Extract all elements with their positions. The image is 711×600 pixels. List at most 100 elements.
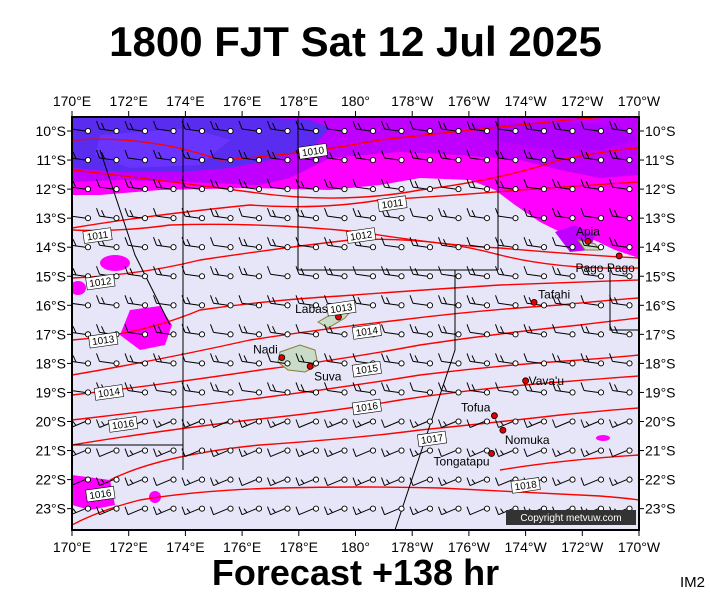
isobar-label-box	[351, 360, 382, 378]
wind-barb	[210, 476, 234, 487]
wind-barb	[381, 353, 405, 367]
lat-tick-label-right: 15°S	[645, 268, 676, 284]
wind-barb	[381, 418, 405, 428]
wind-barb	[381, 447, 405, 458]
wind-barb	[238, 505, 263, 516]
wind-barb	[438, 149, 462, 164]
wind-barb	[324, 382, 348, 396]
wind-barb	[124, 505, 149, 516]
wind-barb	[580, 447, 605, 458]
lat-tick-label-left: 14°S	[35, 239, 66, 255]
lat-tick-label-right: 10°S	[645, 123, 676, 139]
wind-barb	[153, 324, 177, 338]
wind-barb	[324, 178, 348, 193]
place-label: Tongatapu	[434, 454, 490, 468]
wind-barb	[495, 149, 519, 164]
wind-barb	[409, 353, 434, 367]
wind-barb	[523, 447, 548, 458]
place-markers: Apia Pago Pago Tafahi Labasa Nadi Suva Vava'u T…	[253, 224, 635, 468]
wind-barb	[267, 418, 291, 428]
wind-barb	[438, 505, 462, 516]
isobar-label: 1012	[89, 276, 113, 290]
wind-barb	[438, 266, 462, 280]
wind-barb	[153, 505, 177, 516]
wind-barb	[381, 295, 405, 309]
map-title: 1800 FJT Sat 12 Jul 2025	[109, 18, 602, 65]
lat-tick-label-right: 20°S	[645, 414, 676, 430]
rain-band-east	[470, 122, 639, 150]
wind-barb	[124, 447, 149, 458]
wind-barb	[324, 324, 348, 338]
image-tag: IM2	[679, 574, 705, 591]
wind-barb	[580, 418, 605, 428]
lat-tick-label-right: 12°S	[645, 181, 676, 197]
place-label: Pago Pago	[575, 261, 635, 275]
lon-tick-label-bottom: 170°E	[53, 539, 91, 555]
isobar-label-box	[107, 416, 139, 433]
wind-barb	[96, 207, 120, 222]
wind-barb	[495, 120, 519, 135]
wind-barb	[210, 178, 234, 193]
wind-barb	[466, 505, 491, 516]
wind-barb	[267, 266, 291, 280]
wind-barb	[267, 207, 291, 222]
isobar-label: 1016	[111, 418, 135, 432]
wind-barb	[295, 353, 320, 367]
lon-tick-label-bottom: 180°	[341, 539, 370, 555]
wind-barb	[181, 266, 206, 280]
place-label: Suva	[314, 369, 342, 383]
wind-barb	[466, 476, 491, 487]
wind-barb	[466, 418, 491, 428]
wind-barb	[96, 295, 120, 309]
wind-barb	[96, 149, 120, 164]
wind-barb	[210, 149, 234, 164]
wind-barb	[552, 447, 576, 458]
wind-barb	[181, 418, 206, 428]
wind-barb	[552, 295, 576, 309]
place-label: Tafahi	[538, 287, 570, 301]
wind-barb	[181, 207, 206, 222]
lon-tick-label-bottom: 174°E	[166, 539, 204, 555]
wind-barb	[495, 178, 519, 193]
wind-barb	[124, 382, 149, 396]
wind-barb	[324, 353, 348, 367]
wind-barb	[181, 295, 206, 309]
wind-barb	[409, 382, 434, 396]
wind-barb	[124, 178, 149, 193]
wind-barb	[153, 207, 177, 222]
wind-barb	[495, 207, 519, 222]
lon-tick-label-top: 174°W	[505, 93, 548, 109]
lon-tick-label-bottom: 178°W	[391, 539, 434, 555]
lat-tick-label-left: 12°S	[35, 181, 66, 197]
wind-barb	[609, 353, 633, 367]
wind-barb	[72, 302, 92, 309]
wind-barb	[124, 295, 149, 309]
wind-barb	[72, 215, 92, 222]
wind-barb	[552, 149, 576, 164]
wind-barb	[72, 151, 92, 164]
wind-barb	[552, 476, 576, 487]
wind-barb	[580, 353, 605, 367]
isobar-label-box	[417, 430, 448, 448]
wind-barb	[153, 447, 177, 458]
wind-barb	[324, 418, 348, 428]
place-marker	[491, 412, 498, 420]
wind-barb	[124, 120, 149, 135]
isobar-label: 1014	[355, 325, 379, 339]
rain-patch	[100, 255, 130, 271]
wind-barb	[238, 476, 263, 487]
lon-tick-label-top: 180°	[341, 93, 370, 109]
lon-tick-label-bottom: 176°E	[223, 539, 261, 555]
wind-barb	[96, 237, 120, 251]
lat-tick-label-left: 20°S	[35, 414, 66, 430]
wind-barb	[267, 295, 291, 309]
wind-barb	[295, 324, 320, 338]
lat-tick-label-right: 14°S	[645, 239, 676, 255]
wind-barb	[580, 178, 605, 193]
wind-barb	[523, 418, 548, 428]
wind-barb	[466, 353, 491, 367]
wind-barb	[324, 120, 348, 135]
wind-barb	[210, 505, 234, 516]
wind-barb	[238, 295, 263, 309]
lat-tick-label-left: 22°S	[35, 472, 66, 488]
